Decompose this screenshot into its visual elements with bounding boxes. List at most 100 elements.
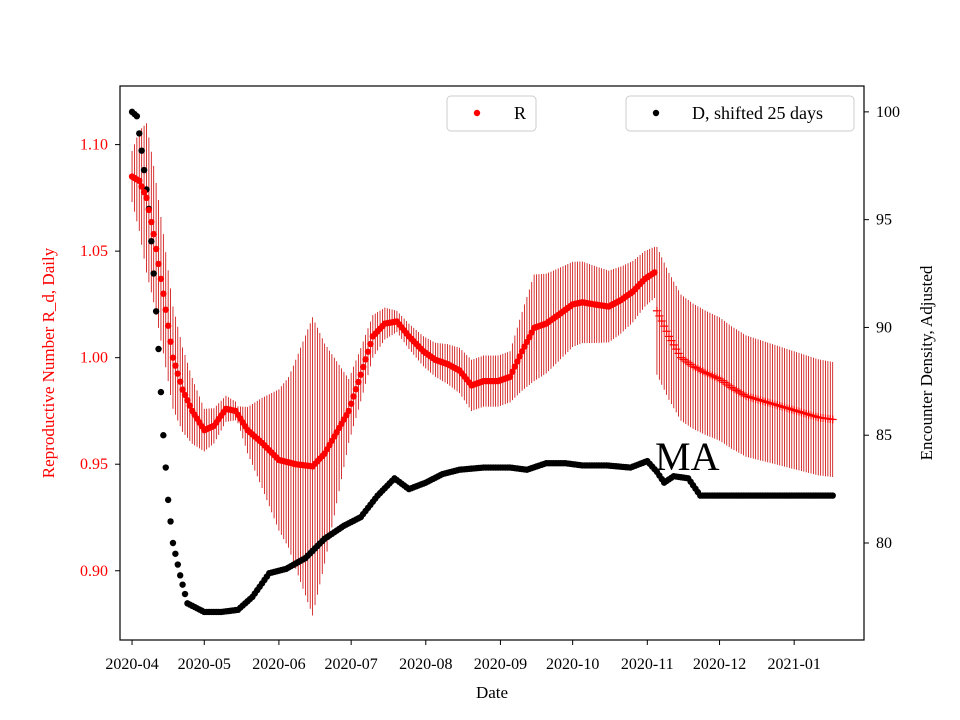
legend-r-box: [446, 95, 537, 132]
r-point: [352, 386, 360, 393]
r-point: [357, 371, 364, 378]
r-point: [164, 322, 172, 329]
r-point: [169, 354, 177, 361]
legend-d-marker: [652, 109, 660, 117]
d-point: [181, 590, 189, 598]
r-point: [162, 306, 169, 313]
x-axis-label: Date: [476, 683, 508, 702]
y-left-tick-label: 1.00: [80, 350, 108, 367]
d-point: [160, 432, 167, 439]
r-point: [157, 275, 165, 283]
legend-d-label: D, shifted 25 days: [692, 103, 823, 123]
r-point: [145, 206, 153, 214]
series-d-points: [128, 108, 836, 616]
d-point: [167, 518, 174, 525]
x-tick-label: 2021-01: [768, 656, 821, 673]
d-point: [176, 572, 184, 579]
y-left-tick-label: 1.10: [80, 137, 108, 154]
r-point: [174, 370, 181, 377]
legend-d-box: [625, 95, 855, 132]
y-axis-left-label: Reproductive Number R_d, Daily: [39, 247, 58, 478]
d-point: [152, 308, 160, 315]
r-point: [364, 348, 372, 355]
d-point: [155, 345, 162, 353]
x-tick-label: 2020-11: [621, 656, 674, 673]
r-forecast-point: [664, 332, 673, 341]
r-point: [179, 386, 186, 393]
legend-r-label: R: [514, 103, 526, 123]
r-point: [143, 194, 150, 202]
r-point: [155, 260, 162, 268]
x-tick-label: 2020-09: [474, 656, 527, 673]
x-tick-label: 2020-04: [105, 656, 158, 673]
r-point: [140, 188, 148, 196]
d-point: [172, 550, 179, 557]
r-point: [514, 358, 521, 365]
x-axis: 2020-04 2020-05 2020-06 2020-07 2020-08 2020-…: [105, 640, 821, 673]
legend-r-marker: [473, 109, 481, 117]
r-point: [176, 378, 184, 385]
r-forecast-point: [828, 415, 837, 424]
x-tick-label: 2020-10: [546, 656, 599, 673]
error-bars: [131, 123, 834, 616]
y-axis-right: 80 85 90 95 100: [864, 104, 900, 552]
d-point: [829, 492, 836, 499]
d-point: [140, 166, 148, 174]
series-r-forecast-points: [652, 306, 837, 424]
r-forecast-point: [660, 322, 669, 331]
r-forecast-point: [652, 306, 661, 315]
r-point: [345, 407, 352, 415]
d-point: [162, 464, 169, 471]
r-point: [509, 368, 516, 375]
y-axis-right-label: Encounter Density, Adjusted: [917, 265, 936, 460]
x-tick-label: 2020-06: [252, 656, 305, 673]
d-point: [148, 238, 155, 245]
r-point: [511, 363, 519, 370]
x-tick-label: 2020-08: [399, 656, 452, 673]
y-left-tick-label: 0.90: [80, 563, 108, 580]
d-point: [164, 496, 172, 504]
y-left-tick-label: 1.05: [80, 243, 108, 260]
x-tick-label: 2020-05: [178, 656, 231, 673]
r-point: [506, 373, 514, 381]
r-forecast-point: [662, 327, 671, 336]
r-point: [181, 391, 189, 399]
r-point: [167, 338, 174, 345]
r-point: [516, 353, 523, 360]
d-point: [174, 561, 181, 568]
r-point: [186, 402, 194, 409]
legend-r: R: [446, 95, 537, 132]
r-forecast-point: [674, 349, 683, 358]
r-point: [350, 393, 357, 400]
series-r-points: [128, 173, 658, 470]
d-point: [169, 539, 177, 547]
r-forecast-point: [667, 336, 676, 345]
r-point: [359, 363, 367, 371]
d-point: [150, 270, 157, 277]
annotation-ma: MA: [655, 434, 720, 479]
r-forecast-point: [657, 317, 666, 326]
r-point: [160, 290, 167, 297]
d-point: [133, 112, 141, 120]
d-point: [179, 581, 186, 588]
r-point: [138, 183, 145, 190]
d-point: [136, 130, 143, 137]
r-point: [172, 362, 179, 369]
y-left-tick-label: 0.95: [80, 456, 108, 473]
x-tick-label: 2020-12: [693, 656, 746, 673]
y-right-tick-label: 100: [876, 104, 900, 121]
r-point: [184, 397, 191, 404]
y-right-tick-label: 80: [876, 535, 892, 552]
y-axis-left: 0.90 0.95 1.00 1.05 1.10: [80, 137, 120, 580]
r-point: [362, 356, 369, 363]
r-point: [355, 378, 362, 386]
r-forecast-point: [672, 345, 681, 354]
d-point: [157, 388, 165, 396]
r-point: [136, 177, 143, 185]
x-tick-label: 2020-07: [324, 656, 377, 673]
r-point: [651, 269, 658, 276]
r-point: [152, 245, 160, 253]
r-point: [148, 218, 155, 226]
r-forecast-point: [655, 311, 664, 320]
y-right-tick-label: 90: [876, 319, 892, 336]
